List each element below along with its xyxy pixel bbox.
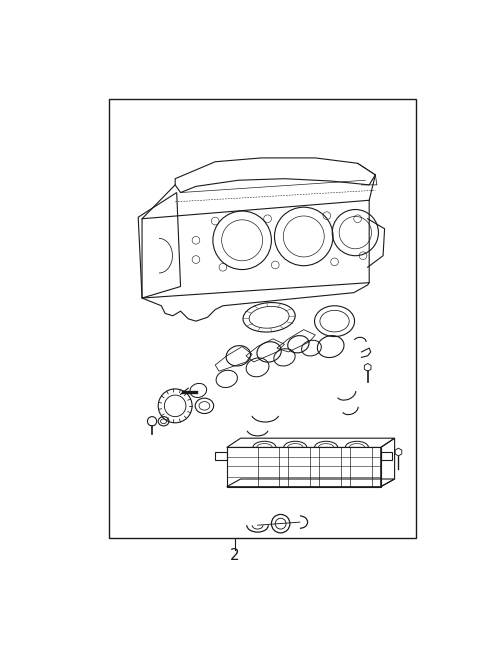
Text: 2: 2 xyxy=(230,548,240,563)
Bar xyxy=(109,99,416,538)
